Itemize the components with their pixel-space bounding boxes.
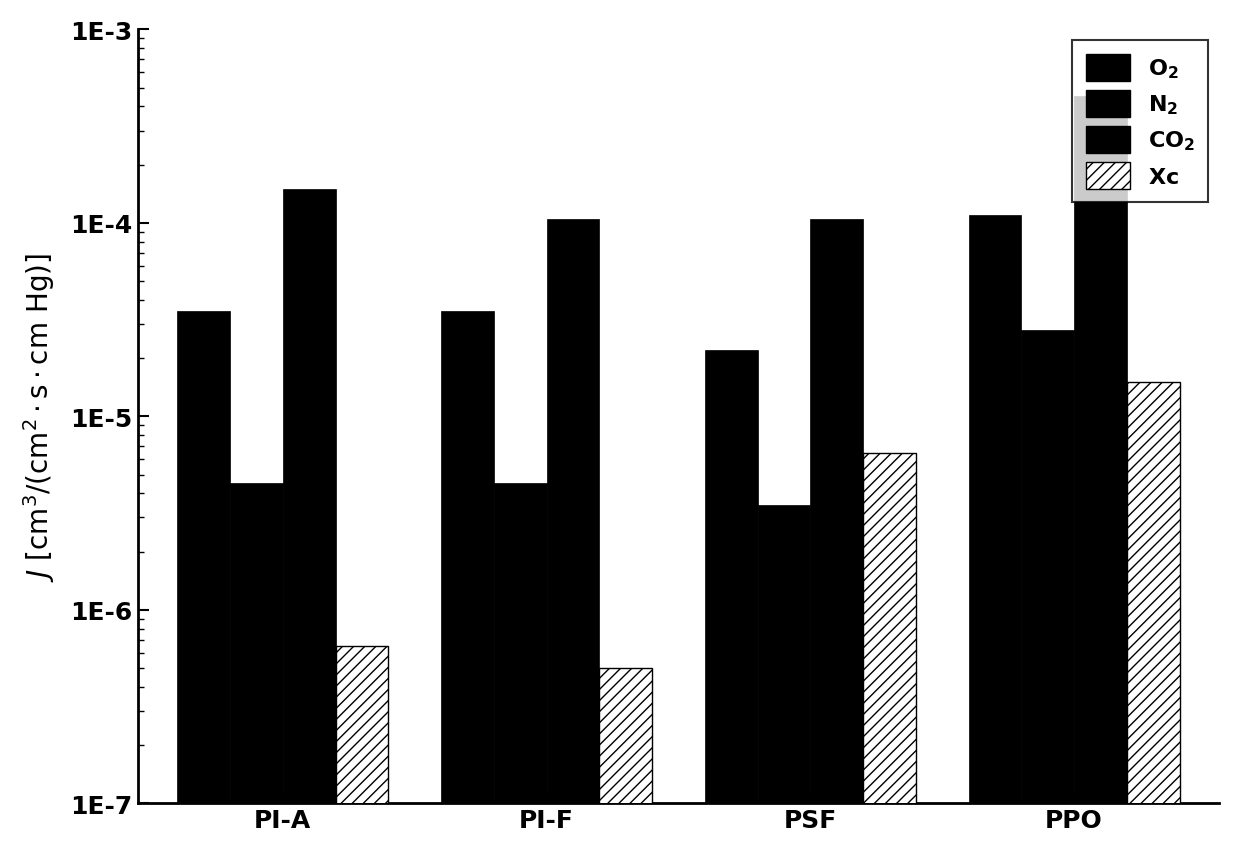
Bar [863, 453, 916, 853]
Bar [704, 351, 758, 853]
Legend: $\mathbf{O_2}$, $\mathbf{N_2}$, $\mathbf{CO_2}$, $\mathbf{Xc}$: $\mathbf{O_2}$, $\mathbf{N_2}$, $\mathbf… [1073, 42, 1208, 203]
Bar [283, 189, 336, 853]
Bar [336, 647, 388, 853]
Bar [441, 311, 494, 853]
Y-axis label: $J\ [\mathrm{cm^3/(cm^2 \cdot s \cdot cm\ Hg)}]$: $J\ [\mathrm{cm^3/(cm^2 \cdot s \cdot cm… [21, 252, 57, 581]
Bar [177, 311, 231, 853]
Bar [1127, 383, 1179, 853]
Bar [1022, 330, 1074, 853]
Bar [599, 668, 652, 853]
Bar [1074, 97, 1127, 853]
Bar [494, 484, 547, 853]
Bar [758, 505, 810, 853]
Bar [968, 216, 1022, 853]
Bar [231, 484, 283, 853]
Bar [810, 219, 863, 853]
Bar [547, 219, 599, 853]
